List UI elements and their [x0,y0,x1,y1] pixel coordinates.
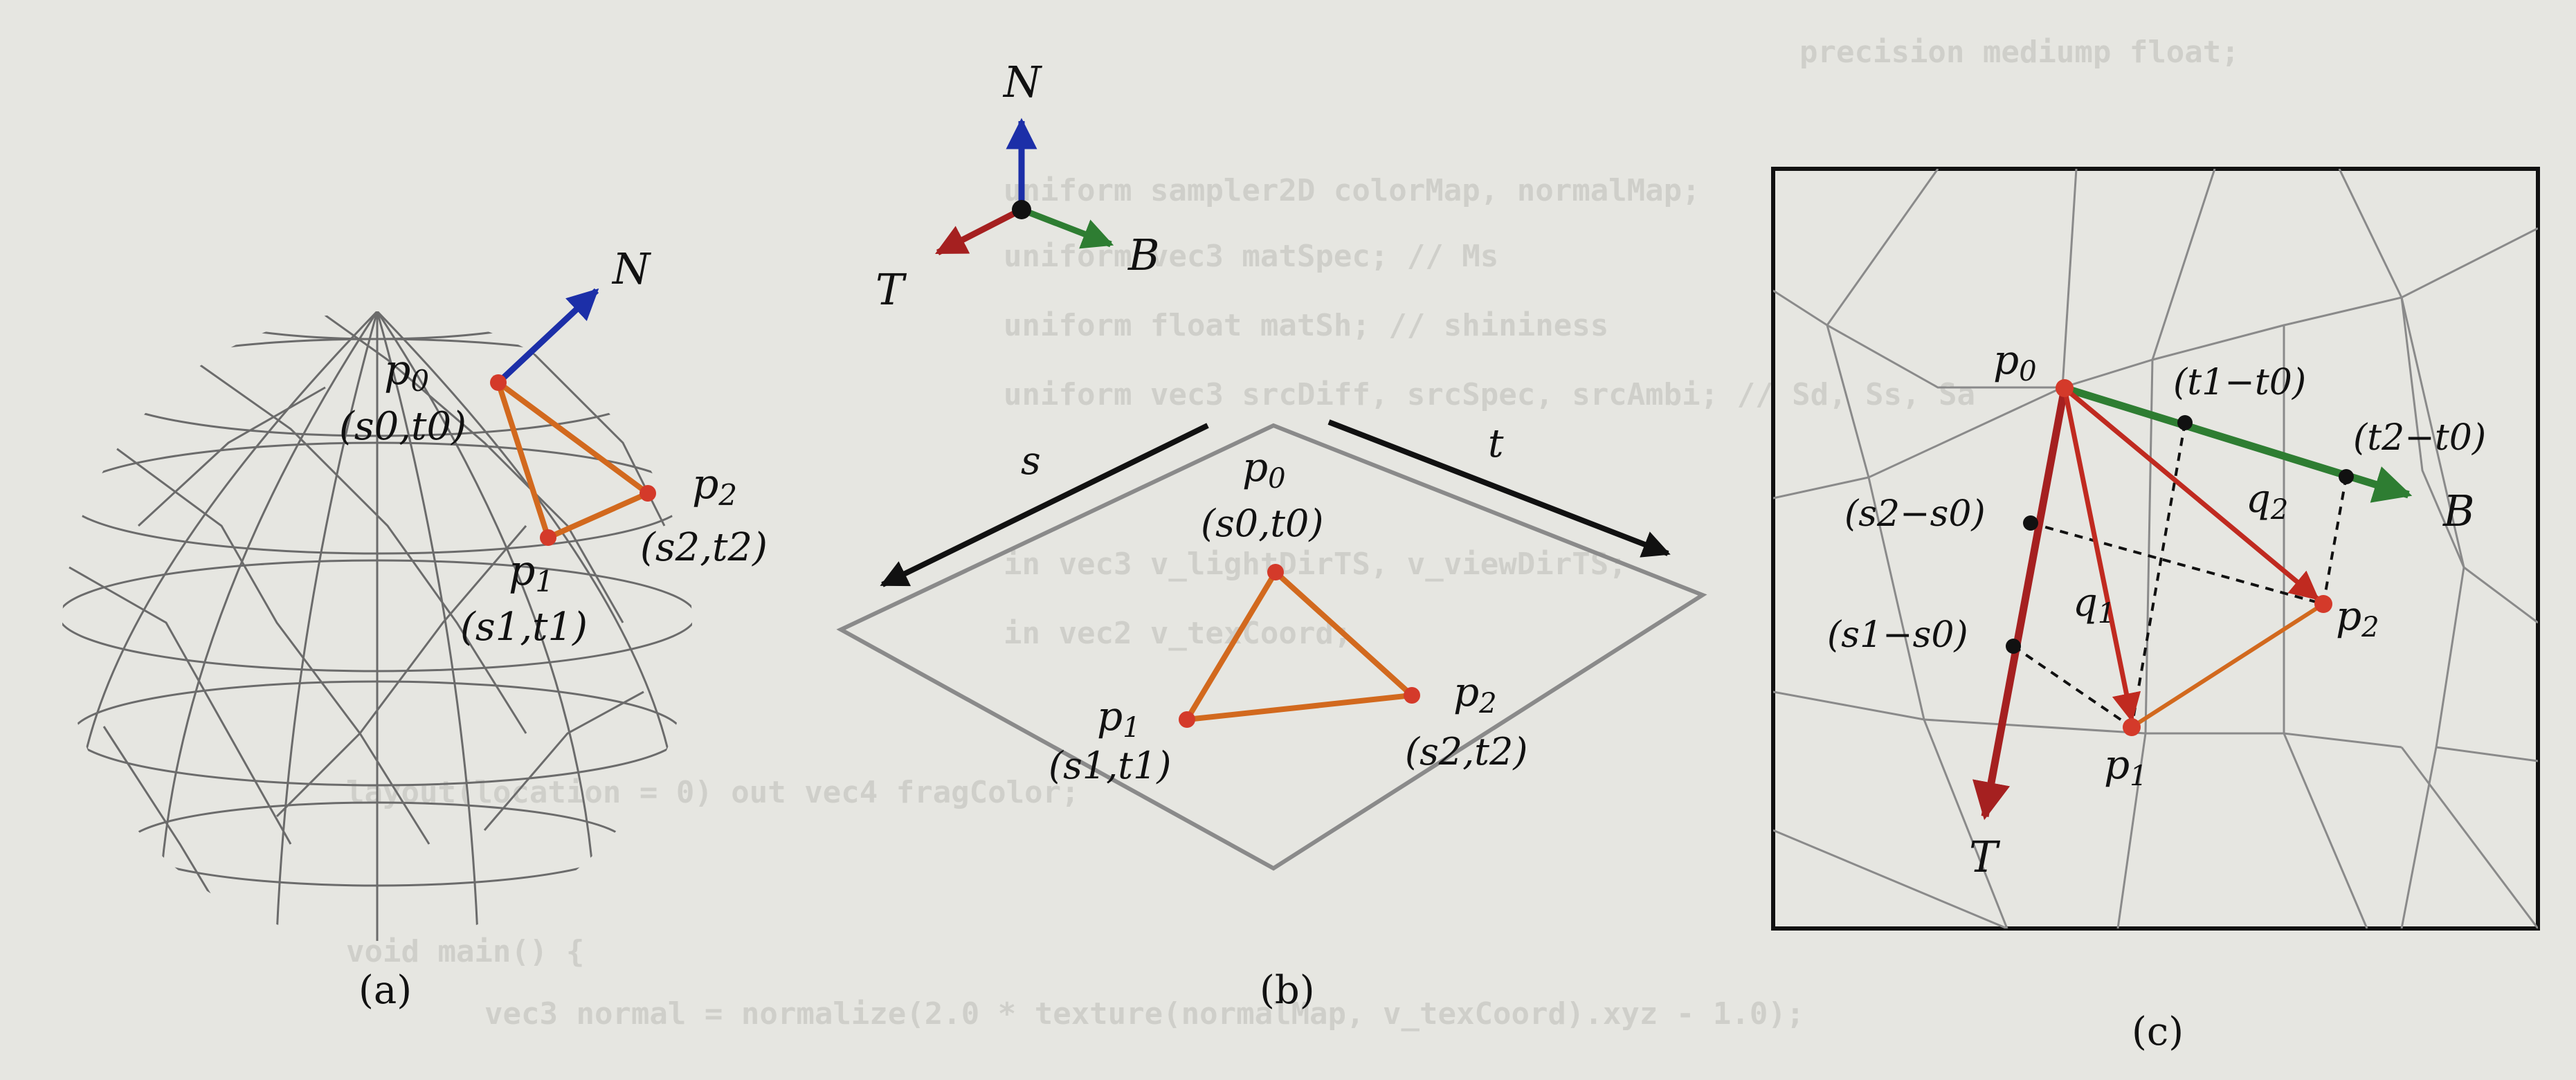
triangle-edges [1181,567,1419,723]
panel-c: p0 p1 p2 q1 q2 T B (t1−t0) (t2−t0) (s2−s… [1771,167,2540,1054]
t-axis-label: T [876,264,907,315]
b-axis-label: B [1127,230,1160,280]
vertex-p0 [1267,564,1284,580]
b-axis-label: B [2442,486,2475,536]
bleed-code-line: uniform float matSh; // shininess [1004,308,1608,343]
bleed-code-line: uniform sampler2D colorMap, normalMap; [1004,173,1700,208]
p0-label: p0 [1242,443,1286,495]
s2-s0-label: (s2−s0) [1844,493,1986,535]
caption-a: (a) [359,968,412,1013]
tangent-axis-arrow [1972,387,2069,821]
bleed-code-line: vec3 normal = normalize(2.0 * texture(no… [484,996,1804,1032]
panel-a: N p0 (s0,t0) p2 (s2,t2) p1 (s1,t1) (a) [62,244,768,1013]
p0-coord-label: (s0,t0) [339,404,466,449]
normal-label: N [611,244,652,294]
s-direction-label: s [1021,439,1041,484]
p1-label: p1 [2104,741,2148,792]
vertex-p2 [640,485,656,502]
t-direction-label: t [1488,421,1504,466]
t1-t0-label: (t1−t0) [2173,362,2306,403]
q2-vector-arrow [2062,386,2320,601]
wireframe-sphere [62,311,692,941]
vertex-p1 [2123,718,2141,736]
p0-coord-label: (s0,t0) [1201,502,1323,545]
p1-label: p1 [509,547,554,598]
plane-triangle [1179,564,1420,728]
s1-s0-tick [2006,639,2021,654]
vertex-p2 [1404,687,1420,704]
tbn-origin [1012,200,1031,219]
caption-b: (b) [1260,968,1315,1013]
sphere-triangle [490,288,656,546]
t2-t0-tick [2339,469,2354,484]
p0-label: p0 [1993,336,2037,387]
bleed-code-line: precision mediump float; [1799,35,2240,70]
t-axis-label: T [1969,832,2001,882]
n-axis-label: N [1002,57,1043,107]
q1-vector-arrow [2062,387,2141,723]
bleed-code-line: uniform vec3 matSpec; // Ms [1004,239,1498,274]
vertex-p0 [490,374,507,391]
b-axis-arrow [1020,206,1114,249]
vertex-p1 [1179,711,1195,728]
p2-label: p2 [692,460,737,512]
p2-label: p2 [2336,592,2379,643]
vertex-p2 [2314,595,2332,613]
caption-c: (c) [2132,1009,2184,1054]
panel-b: N B T s t p0 (s0,t0) p1 (s1,t1) p2 (s2,t… [836,57,1707,1013]
vertex-p0 [2056,379,2074,397]
t2-t0-label: (t2−t0) [2353,417,2486,459]
s1-s0-label: (s1−s0) [1827,614,1968,656]
tbn-axes [934,118,1114,256]
t1-t0-tick [2177,415,2193,430]
bleed-code-line: void main() { [346,934,584,969]
zoom-frame [1771,167,2540,931]
p2-label: p2 [1453,668,1497,720]
normal-vector-arrow [496,288,599,385]
zoom-wireframe [1773,169,2538,928]
parameter-plane [836,423,1707,871]
t-axis-arrow [934,206,1024,256]
vertex-p1 [540,529,556,546]
edge-p1-p2 [2130,602,2325,729]
p1-label: p1 [1097,693,1141,744]
projection-lines [2012,422,2348,729]
bleed-code-line: in vec2 v_texCoord; [1004,616,1352,651]
q2-label: q2 [2246,477,2288,526]
s-direction-arrow [880,423,1209,587]
triangle-edges [493,375,653,542]
s2-s0-tick [2023,515,2038,531]
p2-coord-label: (s2,t2) [640,525,768,570]
p1-coord-label: (s1,t1) [460,605,588,650]
bleed-code-line: uniform vec3 srcDiff, srcSpec, srcAmbi; … [1004,377,1975,412]
p2-coord-label: (s2,t2) [1405,730,1527,774]
p0-label: p0 [384,346,429,398]
q1-label: q1 [2073,580,2115,630]
p1-coord-label: (s1,t1) [1049,744,1171,787]
bleed-code-line: in vec3 v_lightDirTS, v_viewDirTS; [1004,547,1627,582]
t-direction-arrow [1327,419,1671,558]
